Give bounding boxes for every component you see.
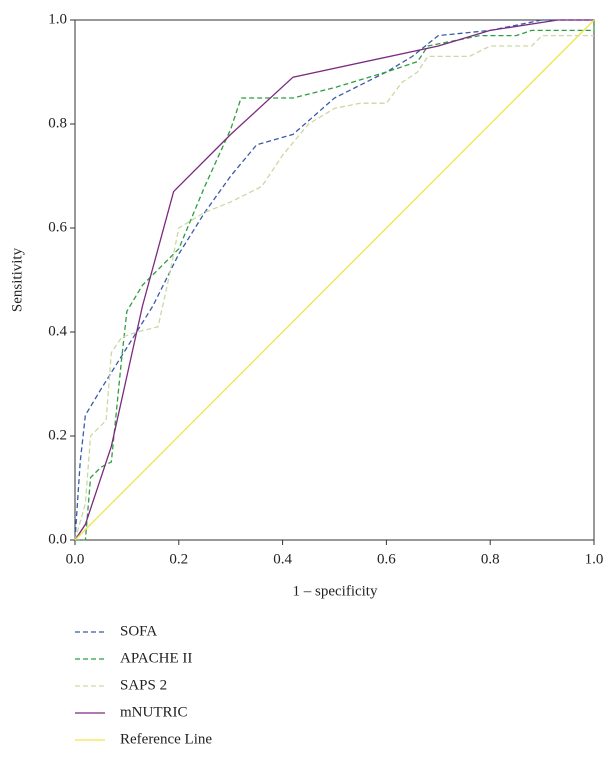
y-axis-label: Sensitivity: [9, 247, 25, 312]
y-tick-label: 0.4: [48, 323, 67, 339]
roc-line: [74, 19, 594, 541]
y-tick-label: 0.2: [48, 427, 67, 443]
x-tick-label: 0.0: [66, 551, 85, 567]
x-tick-label: 0.2: [169, 551, 188, 567]
plot-frame: [74, 19, 595, 541]
y-tick-label: 0.8: [48, 115, 67, 131]
legend-label: SAPS 2: [120, 677, 167, 693]
legend-label: SOFA: [120, 623, 157, 639]
y-tick-label: 1.0: [48, 11, 67, 27]
x-tick-label: 0.8: [481, 551, 500, 567]
legend-label: APACHE II: [120, 650, 192, 666]
x-tick-label: 0.6: [377, 551, 396, 567]
legend-label: mNUTRIC: [120, 704, 188, 720]
x-axis-label: 1 – specificity: [293, 583, 378, 599]
legend-label: Reference Line: [120, 731, 212, 747]
roc-line: [74, 19, 595, 541]
x-tick-label: 0.4: [273, 551, 292, 567]
x-tick-label: 1.0: [585, 551, 604, 567]
roc-line: [74, 34, 594, 541]
y-tick-label: 0.6: [48, 219, 67, 235]
roc-line: [74, 19, 594, 541]
y-tick-label: 0.0: [48, 531, 67, 547]
